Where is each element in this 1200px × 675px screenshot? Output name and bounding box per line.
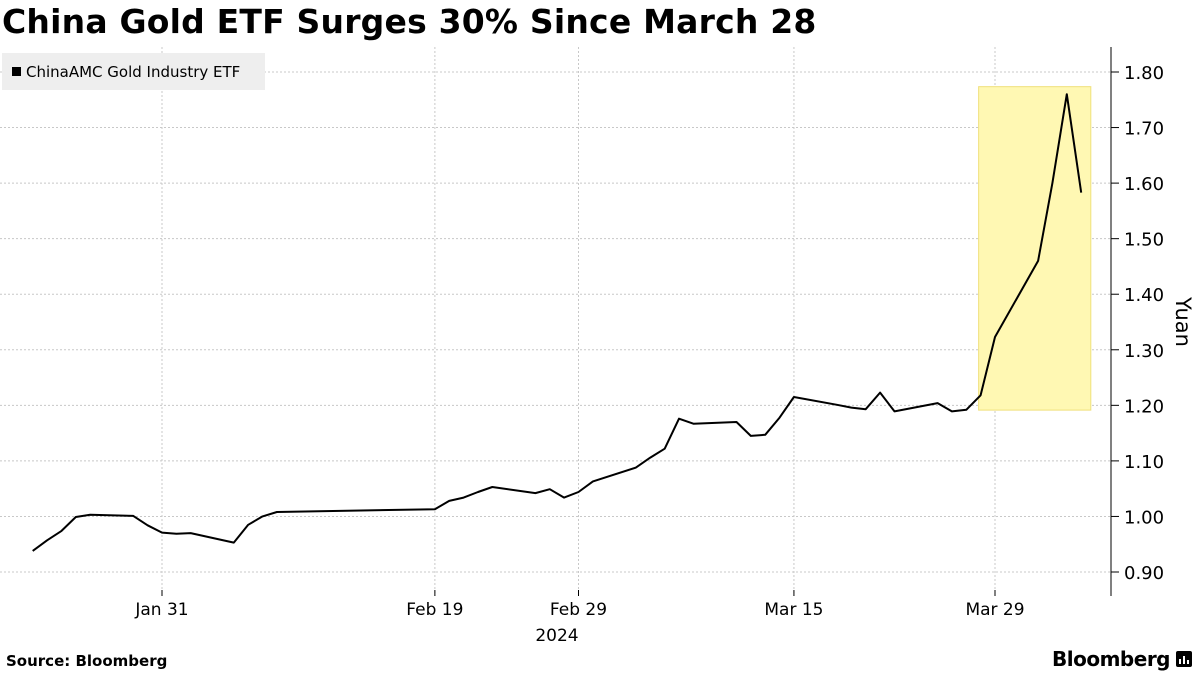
y-tick-label: 1.60 xyxy=(1124,174,1164,195)
y-tick-label: 1.00 xyxy=(1124,507,1164,528)
gridlines xyxy=(0,47,1111,596)
brand: Bloomberg xyxy=(1052,647,1192,671)
highlight-layer xyxy=(978,86,1092,411)
axes: 0.90 1.00 1.10 1.20 1.30 1.40 1.50 1.60 1.70 1.80… xyxy=(134,47,1164,620)
series-line xyxy=(32,93,1083,552)
series-layer xyxy=(32,93,1083,552)
x-tick-label: Jan 31 xyxy=(134,600,188,620)
y-tick-label: 1.20 xyxy=(1124,396,1164,417)
legend: ChinaAMC Gold Industry ETF xyxy=(2,53,265,90)
x-year-label: 2024 xyxy=(535,626,578,646)
y-axis-label: Yuan xyxy=(1171,296,1195,347)
x-tick-label: Feb 29 xyxy=(550,600,607,620)
y-tick-label: 0.90 xyxy=(1124,563,1164,584)
y-tick-label: 1.10 xyxy=(1124,452,1164,473)
brand-wordmark: Bloomberg xyxy=(1052,647,1170,671)
y-tick-label: 1.70 xyxy=(1124,119,1164,140)
legend-swatch xyxy=(12,67,21,76)
y-tick-label: 1.30 xyxy=(1124,341,1164,362)
highlight-box xyxy=(978,86,1092,411)
x-tick-label: Feb 19 xyxy=(406,600,463,620)
y-tick-label: 1.40 xyxy=(1124,285,1164,306)
chart-title: China Gold ETF Surges 30% Since March 28 xyxy=(2,2,817,41)
x-tick-label: Mar 15 xyxy=(764,600,823,620)
y-tick-label: 1.80 xyxy=(1124,63,1164,84)
y-tick-label: 1.50 xyxy=(1124,230,1164,251)
source-note: Source: Bloomberg xyxy=(6,652,168,670)
legend-label: ChinaAMC Gold Industry ETF xyxy=(26,62,241,81)
x-tick-label: Mar 29 xyxy=(965,600,1024,620)
bloomberg-logo-icon xyxy=(1176,651,1192,667)
